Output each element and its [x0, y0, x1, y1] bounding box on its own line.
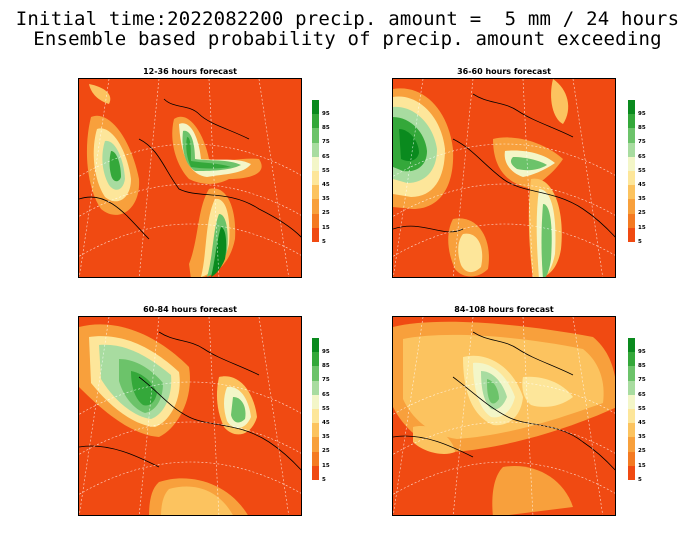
header-line-1: Initial time:2022082200 precip. amount =…	[15, 8, 680, 30]
panel-title-1: 12-36 hours forecast	[143, 67, 237, 76]
forecast-map-4	[392, 316, 616, 516]
header-line-2: Ensemble based probability of precip. am…	[33, 28, 662, 50]
panel-title-3: 60-84 hours forecast	[143, 305, 237, 314]
panel-title-4: 84-108 hours forecast	[454, 305, 554, 314]
colorbar-labels-2: 95 85 75 65 55 45 35 25 15 5	[638, 111, 646, 245]
colorbar-1	[312, 100, 319, 242]
forecast-map-2	[392, 78, 616, 278]
panel-title-2: 36-60 hours forecast	[457, 67, 551, 76]
colorbar-4	[628, 338, 635, 480]
forecast-map-3	[78, 316, 302, 516]
colorbar-3	[312, 338, 319, 480]
colorbar-2	[628, 100, 635, 242]
colorbar-labels-3: 95 85 75 65 55 45 35 25 15 5	[322, 349, 330, 483]
colorbar-labels-4: 95 85 75 65 55 45 35 25 15 5	[638, 349, 646, 483]
forecast-map-1	[78, 78, 302, 278]
colorbar-labels-1: 95 85 75 65 55 45 35 25 15 5	[322, 111, 330, 245]
